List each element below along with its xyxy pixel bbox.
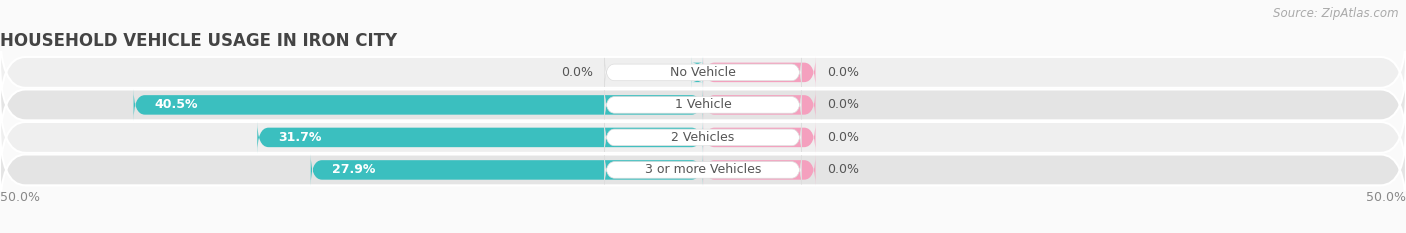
FancyBboxPatch shape [0, 127, 1406, 213]
FancyBboxPatch shape [605, 123, 801, 152]
FancyBboxPatch shape [605, 155, 801, 184]
FancyBboxPatch shape [703, 154, 815, 186]
FancyBboxPatch shape [0, 62, 1406, 148]
Text: Source: ZipAtlas.com: Source: ZipAtlas.com [1274, 7, 1399, 20]
Text: 0.0%: 0.0% [827, 163, 859, 176]
Text: 0.0%: 0.0% [827, 98, 859, 111]
Text: 31.7%: 31.7% [278, 131, 322, 144]
FancyBboxPatch shape [692, 56, 703, 89]
Text: 1 Vehicle: 1 Vehicle [675, 98, 731, 111]
Text: 50.0%: 50.0% [0, 191, 39, 204]
FancyBboxPatch shape [703, 121, 815, 154]
Text: 0.0%: 0.0% [827, 131, 859, 144]
FancyBboxPatch shape [605, 90, 801, 119]
Text: 0.0%: 0.0% [561, 66, 593, 79]
FancyBboxPatch shape [134, 89, 703, 121]
FancyBboxPatch shape [0, 29, 1406, 116]
FancyBboxPatch shape [311, 154, 703, 186]
Text: 2 Vehicles: 2 Vehicles [672, 131, 734, 144]
Text: 0.0%: 0.0% [827, 66, 859, 79]
Text: 3 or more Vehicles: 3 or more Vehicles [645, 163, 761, 176]
Text: HOUSEHOLD VEHICLE USAGE IN IRON CITY: HOUSEHOLD VEHICLE USAGE IN IRON CITY [0, 32, 396, 50]
FancyBboxPatch shape [0, 94, 1406, 181]
Text: 27.9%: 27.9% [332, 163, 375, 176]
FancyBboxPatch shape [703, 89, 815, 121]
Text: No Vehicle: No Vehicle [671, 66, 735, 79]
FancyBboxPatch shape [605, 58, 801, 87]
FancyBboxPatch shape [703, 56, 815, 89]
Text: 50.0%: 50.0% [1367, 191, 1406, 204]
Text: 40.5%: 40.5% [155, 98, 198, 111]
FancyBboxPatch shape [257, 121, 703, 154]
